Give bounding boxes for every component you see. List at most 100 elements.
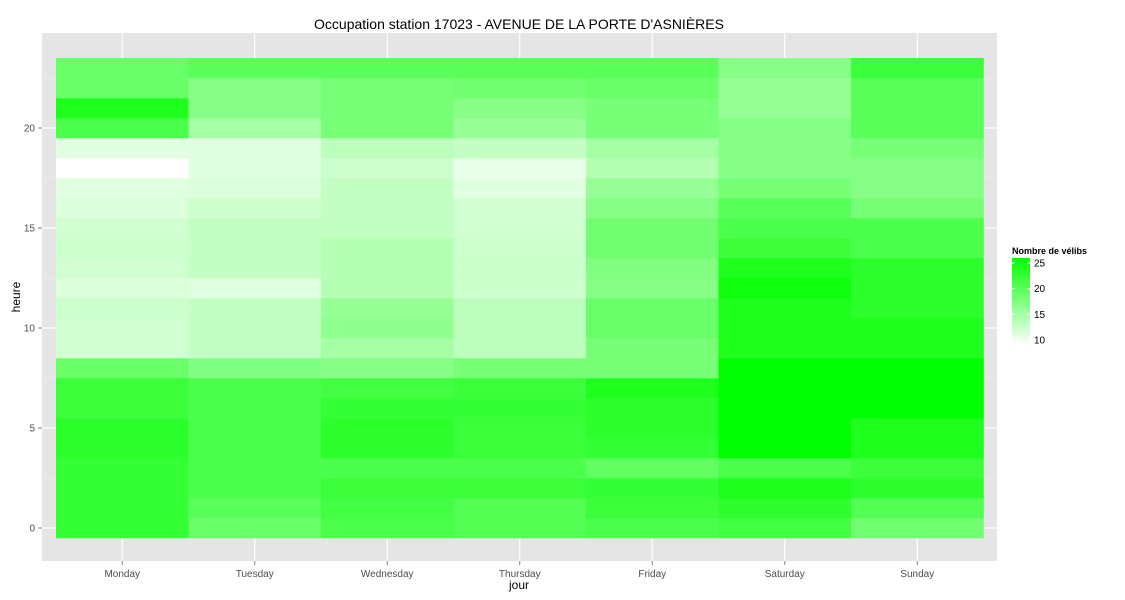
heatmap-cell — [188, 98, 322, 119]
heatmap-cell — [321, 218, 454, 239]
heatmap-cell — [851, 498, 984, 519]
legend-tick-label: 15 — [1034, 310, 1046, 321]
heatmap-cell — [453, 258, 587, 279]
heatmap-cell — [718, 498, 852, 519]
heatmap-cell — [188, 218, 322, 239]
heatmap-cell — [188, 138, 322, 159]
heatmap-cell — [851, 378, 984, 399]
heatmap-cell — [188, 178, 322, 199]
y-tick-label: 15 — [24, 224, 36, 235]
y-tick-label: 10 — [24, 324, 36, 335]
y-axis-ticks: 0 5 10 15 20 — [24, 124, 42, 535]
heatmap-cell — [586, 398, 719, 419]
heatmap-cell — [586, 238, 719, 259]
heatmap-cell — [453, 338, 587, 359]
heatmap-cell — [321, 318, 454, 339]
heatmap-cell — [453, 138, 587, 159]
heatmap-cell — [453, 378, 587, 399]
chart-title: Occupation station 17023 - AVENUE DE LA … — [314, 16, 724, 32]
heatmap-cell — [321, 278, 454, 299]
heatmap-cell — [453, 358, 587, 379]
heatmap-cell — [321, 338, 454, 359]
legend-colorbar — [1012, 258, 1030, 345]
heatmap-cell — [718, 298, 852, 319]
x-tick-label: Sunday — [900, 569, 934, 580]
heatmap-cell — [56, 258, 189, 279]
heatmap-cell — [718, 438, 852, 459]
heatmap-cell — [718, 238, 852, 259]
heatmap-cell — [851, 518, 984, 539]
heatmap-cell — [851, 398, 984, 419]
heatmap-cell — [56, 438, 189, 459]
legend-tick-label: 20 — [1034, 284, 1046, 295]
heatmap-cell — [851, 238, 984, 259]
heatmap-cell — [56, 478, 189, 499]
heatmap-cell — [453, 178, 587, 199]
heatmap-cell — [56, 158, 189, 179]
heatmap-cell — [321, 378, 454, 399]
heatmap-cell — [453, 498, 587, 519]
heatmap-cell — [321, 498, 454, 519]
heatmap-cell — [586, 298, 719, 319]
heatmap-cell — [321, 398, 454, 419]
heatmap-cell — [453, 58, 587, 79]
y-tick-label: 20 — [24, 124, 36, 135]
heatmap-cell — [586, 198, 719, 219]
heatmap-cell — [586, 338, 719, 359]
x-tick-label: Wednesday — [361, 569, 414, 580]
heatmap-cell — [586, 78, 719, 99]
x-tick-label: Friday — [638, 569, 666, 580]
heatmap-cell — [453, 98, 587, 119]
heatmap-cell — [718, 478, 852, 499]
y-axis-title: heure — [9, 281, 23, 312]
legend: Nombre de vélibs 10 15 20 25 — [1012, 246, 1087, 346]
heatmap-cell — [321, 138, 454, 159]
heatmap-cell — [56, 338, 189, 359]
heatmap-cell — [56, 78, 189, 99]
heatmap-cell — [188, 118, 322, 139]
heatmap-cell — [56, 498, 189, 519]
heatmap-cell — [851, 478, 984, 499]
heatmap-cell — [56, 318, 189, 339]
heatmap-cell — [188, 298, 322, 319]
heatmap-cell — [453, 198, 587, 219]
heatmap-cell — [453, 278, 587, 299]
heatmap-cell — [586, 438, 719, 459]
heatmap-cell — [586, 358, 719, 379]
heatmap-cell — [586, 458, 719, 479]
y-tick-label: 0 — [29, 524, 35, 535]
heatmap-cell — [851, 298, 984, 319]
heatmap-cell — [851, 138, 984, 159]
heatmap-cell — [851, 218, 984, 239]
heatmap-cell — [851, 438, 984, 459]
heatmap-cell — [321, 78, 454, 99]
heatmap-cell — [321, 178, 454, 199]
heatmap-cell — [453, 398, 587, 419]
heatmap-cell — [321, 198, 454, 219]
heatmap-cell — [851, 318, 984, 339]
heatmap-cell — [56, 178, 189, 199]
heatmap-cell — [453, 478, 587, 499]
heatmap-cell — [453, 458, 587, 479]
heatmap-cell — [56, 418, 189, 439]
heatmap-cell — [321, 258, 454, 279]
heatmap-cell — [188, 358, 322, 379]
heatmap-cell — [188, 498, 322, 519]
heatmap-cell — [453, 158, 587, 179]
heatmap-cell — [453, 518, 587, 539]
heatmap-cell — [188, 278, 322, 299]
heatmap-cell — [56, 278, 189, 299]
heatmap-cell — [56, 198, 189, 219]
heatmap-cell — [586, 118, 719, 139]
heatmap-cell — [321, 158, 454, 179]
heatmap-cell — [453, 438, 587, 459]
heatmap-cells — [56, 58, 984, 539]
heatmap-cell — [453, 218, 587, 239]
heatmap-cell — [851, 198, 984, 219]
heatmap-cell — [718, 378, 852, 399]
heatmap-cell — [851, 458, 984, 479]
heatmap-cell — [188, 478, 322, 499]
heatmap-cell — [586, 378, 719, 399]
heatmap-cell — [321, 238, 454, 259]
heatmap-cell — [188, 378, 322, 399]
